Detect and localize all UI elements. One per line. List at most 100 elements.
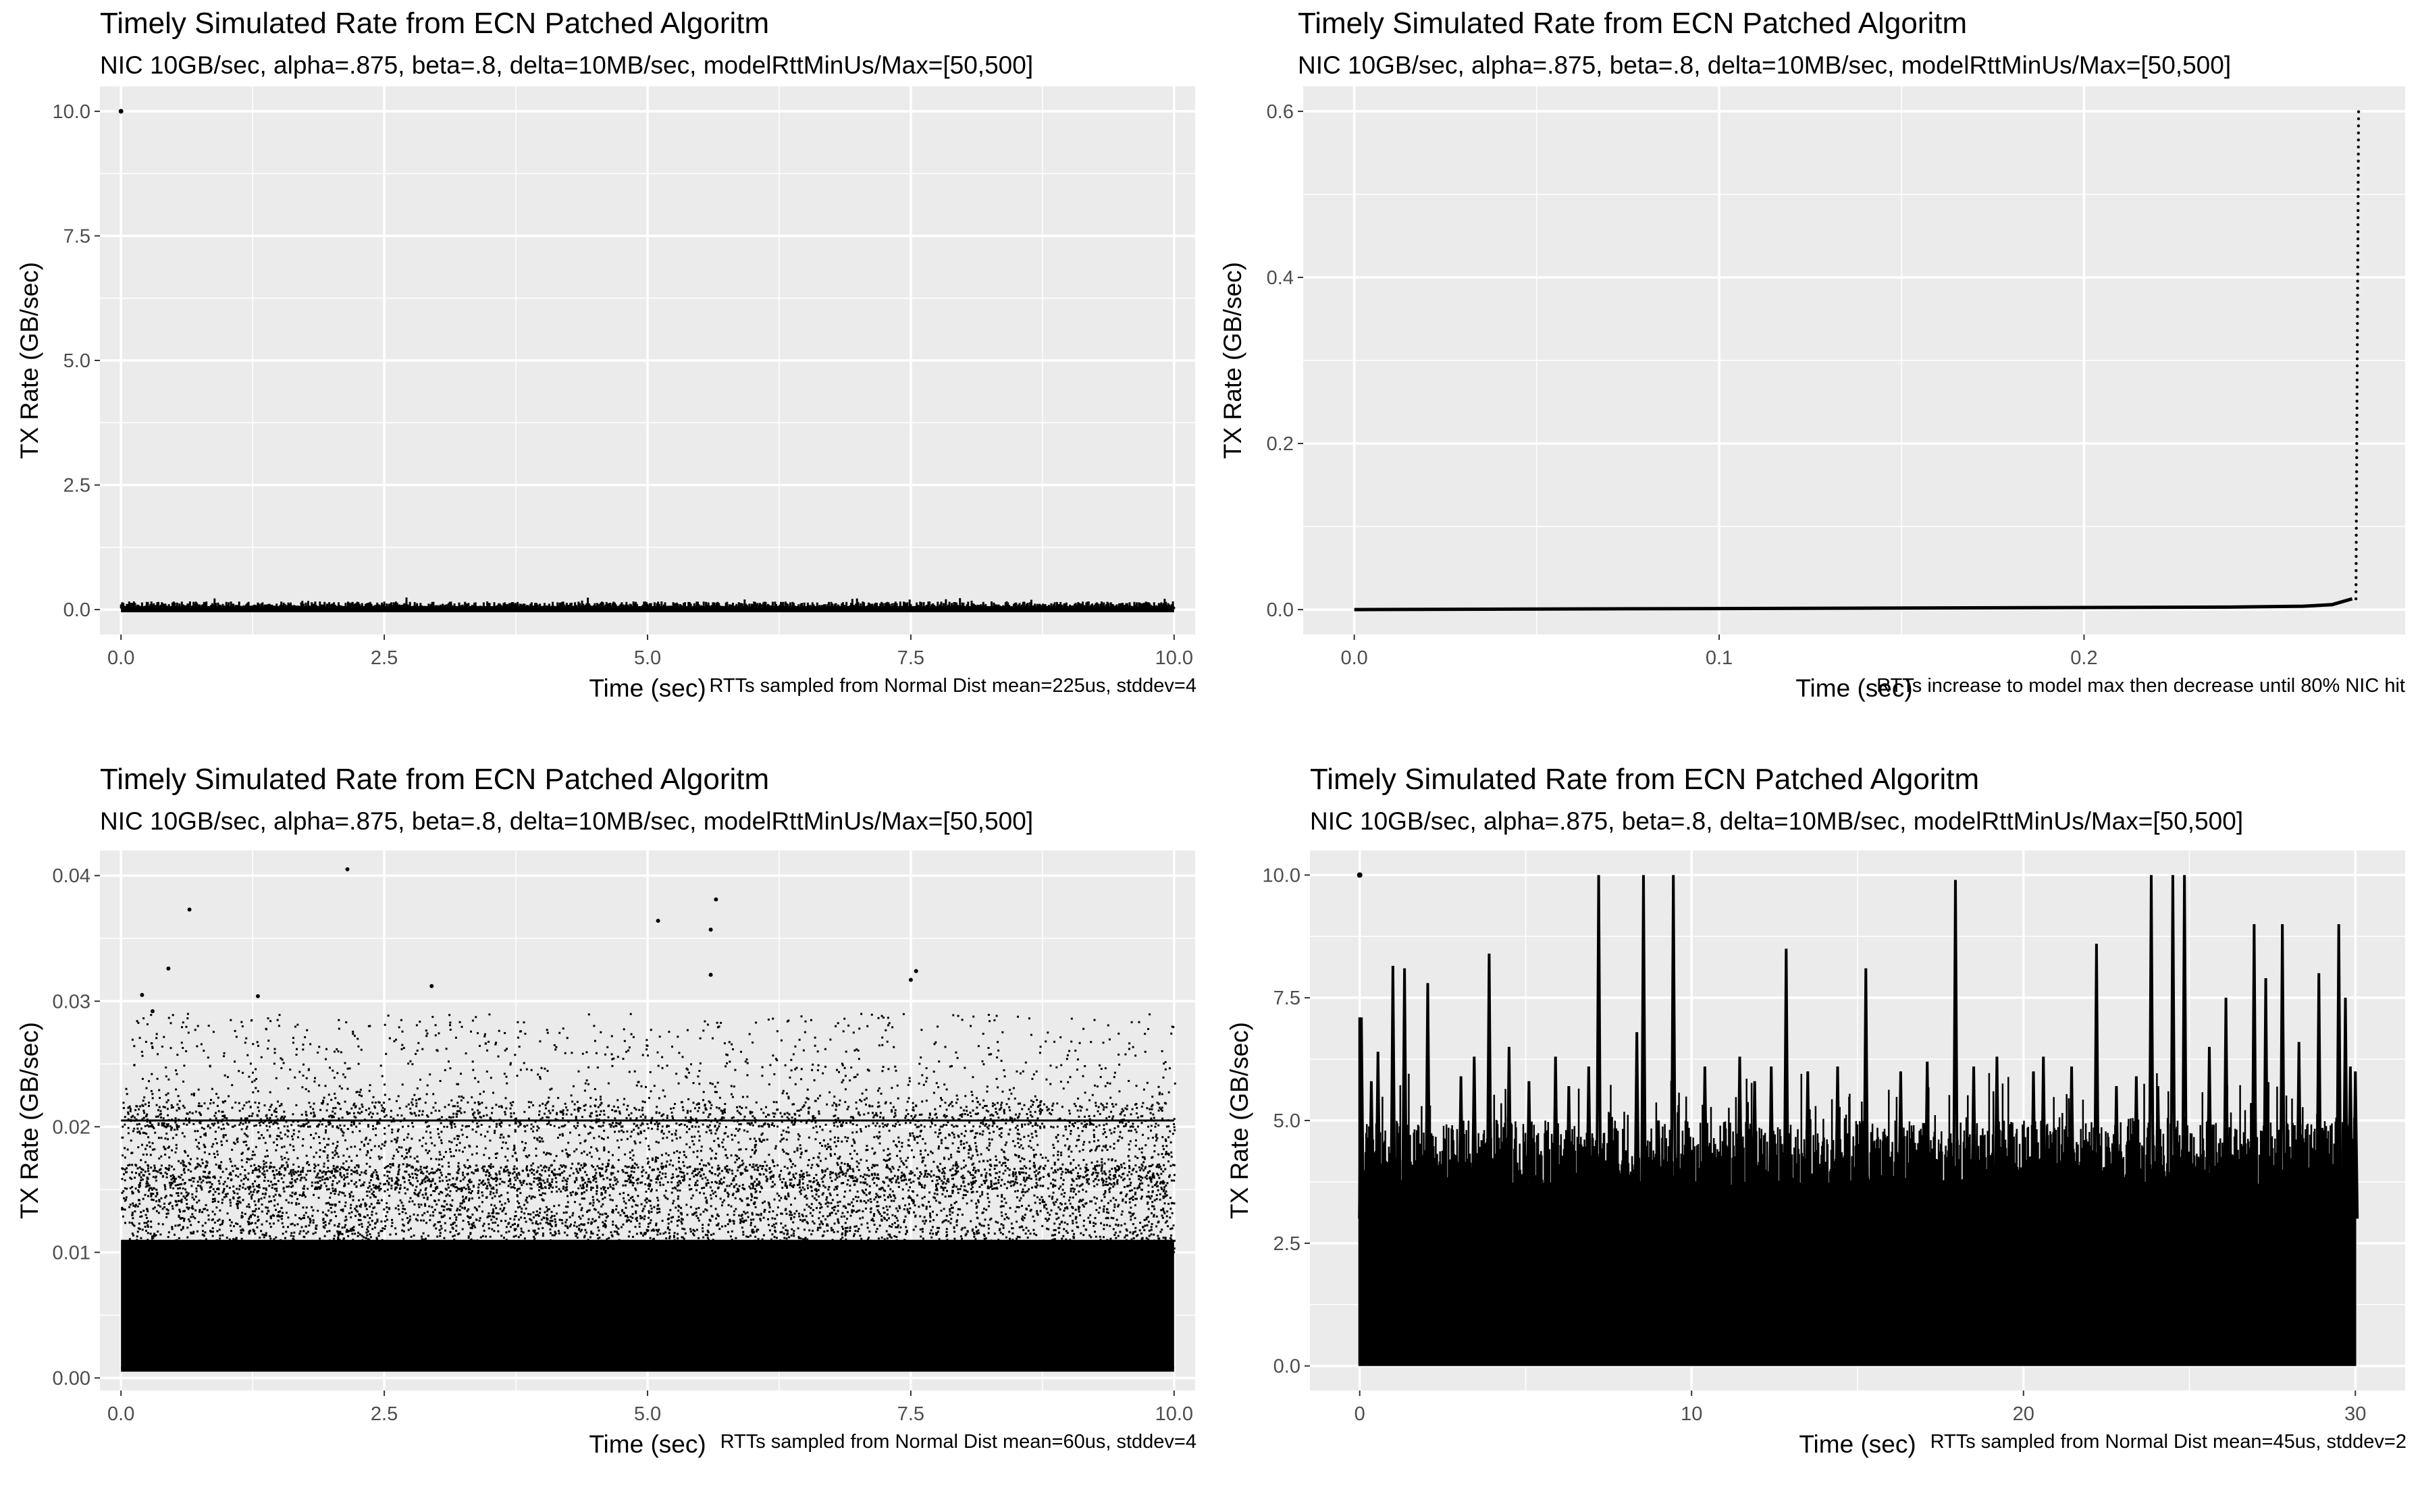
rate-peak bbox=[2279, 924, 2286, 1219]
rate-peak bbox=[2093, 944, 2100, 1219]
data-point bbox=[2355, 519, 2358, 523]
data-point bbox=[908, 977, 913, 982]
rate-peak bbox=[2295, 1042, 2303, 1219]
data-point bbox=[2355, 400, 2359, 403]
rate-peak bbox=[2040, 1056, 2047, 1219]
rate-peak bbox=[1751, 1081, 1758, 1219]
y-tick-label: 0.03 bbox=[53, 991, 90, 1013]
data-point bbox=[2356, 279, 2359, 283]
x-tick-label: 0.0 bbox=[107, 647, 134, 669]
chart-plot: 0.0 2.5 5.0 7.5 10.0 0.0 2.5 5.0 7.5 10.0 Time (se… bbox=[16, 86, 1195, 702]
rate-peak bbox=[1367, 1081, 1375, 1219]
data-point bbox=[2357, 180, 2360, 184]
data-series bbox=[121, 867, 1176, 1372]
data-point bbox=[2356, 308, 2359, 311]
rate-peak bbox=[1525, 1081, 1533, 1219]
data-point bbox=[2357, 124, 2361, 128]
rate-peak bbox=[1804, 1071, 1812, 1219]
y-tick-label: 0.04 bbox=[53, 865, 90, 887]
rate-peak bbox=[2251, 924, 2258, 1219]
data-point bbox=[2356, 216, 2360, 219]
data-point bbox=[2355, 414, 2359, 417]
rate-peak bbox=[1505, 1046, 1512, 1219]
rate-peak bbox=[1768, 1066, 1775, 1219]
data-point bbox=[2355, 378, 2359, 382]
data-point bbox=[2355, 555, 2358, 558]
data-point bbox=[2355, 427, 2359, 431]
y-tick-label: 10.0 bbox=[1263, 865, 1300, 886]
rate-peak bbox=[2154, 1086, 2161, 1219]
chart-subtitle: NIC 10GB/sec, alpha=.875, beta=.8, delta… bbox=[100, 51, 1034, 79]
data-point bbox=[2357, 138, 2361, 142]
y-axis-label: TX Rate (GB/sec) bbox=[1226, 1022, 1253, 1219]
rate-peak bbox=[1485, 953, 1493, 1219]
data-series bbox=[118, 109, 1176, 613]
x-tick-label: 30 bbox=[2344, 1403, 2366, 1425]
rate-peak bbox=[1457, 1076, 1465, 1219]
data-point bbox=[2355, 526, 2358, 530]
chart-caption: RTTs sampled from Normal Dist mean=45us,… bbox=[1930, 1431, 2406, 1453]
data-point bbox=[914, 969, 918, 973]
x-tick-label: 2.5 bbox=[371, 647, 398, 669]
data-point bbox=[2356, 230, 2360, 234]
data-point bbox=[2356, 258, 2360, 262]
rate-peak bbox=[1993, 1056, 2001, 1219]
x-axis-label: Time (sec) bbox=[589, 1430, 706, 1458]
data-point bbox=[2357, 145, 2360, 149]
data-point bbox=[708, 973, 713, 977]
chart-plot: 0.0 0.1 0.2 0.0 0.2 0.4 0.6 Time (sec) TX Rate (… bbox=[1219, 86, 2405, 702]
data-point bbox=[2355, 576, 2358, 579]
rate-peak bbox=[2148, 875, 2155, 1219]
x-tick-label: 0 bbox=[1354, 1403, 1365, 1425]
data-point bbox=[2355, 449, 2359, 452]
rate-peak bbox=[1401, 968, 1409, 1219]
x-tick-label: 0.1 bbox=[1706, 647, 1733, 669]
y-tick-label: 7.5 bbox=[1273, 988, 1300, 1009]
x-tick-label: 5.0 bbox=[634, 647, 661, 669]
y-tick-label: 7.5 bbox=[63, 225, 90, 247]
rate-peak bbox=[1565, 1086, 1573, 1219]
data-point bbox=[2354, 590, 2358, 593]
data-point bbox=[2357, 153, 2360, 156]
data-point bbox=[708, 927, 713, 932]
data-point bbox=[2356, 251, 2360, 254]
x-tick-label: 0.2 bbox=[2070, 647, 2097, 669]
data-point bbox=[2356, 322, 2359, 325]
y-axis-label: TX Rate (GB/sec) bbox=[1219, 262, 1246, 459]
data-point bbox=[2355, 364, 2359, 368]
data-point bbox=[2356, 237, 2360, 240]
y-tick-label: 0.0 bbox=[1267, 599, 1294, 621]
data-point bbox=[2356, 265, 2359, 269]
chart-subtitle: NIC 10GB/sec, alpha=.875, beta=.8, delta… bbox=[1298, 51, 2232, 79]
rate-peak bbox=[1655, 1120, 1662, 1219]
rate-peak bbox=[1424, 983, 1431, 1219]
data-point bbox=[2355, 456, 2359, 460]
rate-peak bbox=[1374, 1052, 1382, 1219]
chart-panel-1: Timely Simulated Rate from ECN Patched A… bbox=[0, 0, 1210, 756]
data-point bbox=[2357, 194, 2360, 198]
rate-peak bbox=[1633, 1032, 1641, 1219]
data-point bbox=[140, 992, 144, 997]
data-point bbox=[2357, 188, 2360, 191]
y-tick-label: 0.0 bbox=[1273, 1356, 1300, 1378]
data-point bbox=[2355, 547, 2358, 551]
x-tick-label: 20 bbox=[2013, 1403, 2034, 1425]
x-tick-label: 2.5 bbox=[371, 1403, 398, 1425]
data-point bbox=[2355, 406, 2359, 410]
rate-peak bbox=[1834, 1066, 1841, 1219]
chart-panel-3: Timely Simulated Rate from ECN Patched A… bbox=[0, 756, 1210, 1512]
rate-peak bbox=[1471, 1056, 1478, 1219]
data-point bbox=[2354, 597, 2358, 601]
chart-plot: 0 10 20 30 0.0 2.5 5.0 7.5 10.0 Time (sec) TX Rate… bbox=[1226, 850, 2405, 1458]
data-point bbox=[2355, 343, 2359, 346]
data-point bbox=[2357, 166, 2360, 170]
rate-peak bbox=[1595, 875, 1602, 1219]
data-point bbox=[2355, 357, 2359, 360]
data-point bbox=[2355, 484, 2359, 487]
x-tick-label: 7.5 bbox=[897, 1403, 924, 1425]
y-tick-label: 5.0 bbox=[63, 350, 90, 372]
rate-band-core bbox=[121, 605, 1174, 613]
x-axis-label: Time (sec) bbox=[1799, 1430, 1916, 1458]
dense-points bbox=[121, 1239, 1174, 1372]
y-tick-label: 0.00 bbox=[53, 1368, 90, 1389]
